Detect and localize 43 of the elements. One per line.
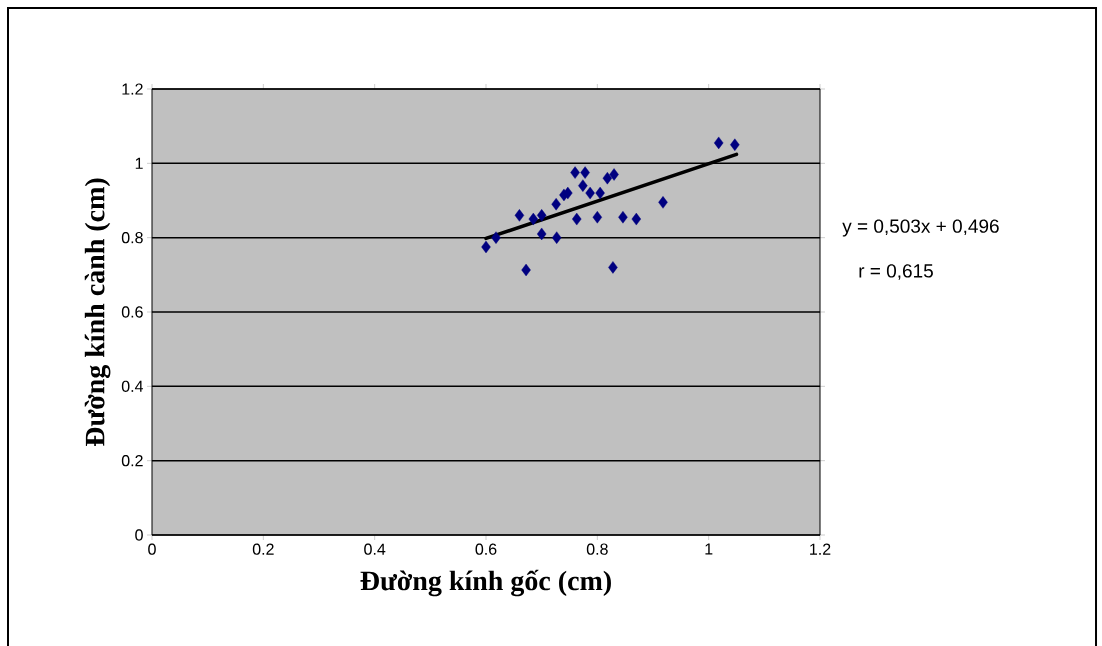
x-tick-label: 0 bbox=[148, 543, 156, 555]
y-tick-label: 1.2 bbox=[122, 83, 143, 95]
point bbox=[631, 212, 642, 226]
y-tick-label: 0.8 bbox=[121, 232, 143, 244]
point bbox=[536, 209, 547, 222]
x-tick-label: 0.6 bbox=[475, 543, 497, 555]
point bbox=[618, 211, 628, 224]
y-tick-label: 0.4 bbox=[121, 380, 144, 392]
y-tick-label: 0 bbox=[135, 529, 143, 541]
point bbox=[536, 227, 547, 241]
point bbox=[563, 186, 573, 200]
point bbox=[491, 231, 501, 244]
x-tick-label: 0.4 bbox=[364, 543, 386, 555]
x-tick-label: 1 bbox=[705, 543, 713, 555]
point bbox=[572, 212, 582, 226]
point bbox=[585, 186, 595, 200]
point bbox=[602, 172, 613, 185]
y-tick-label: 1 bbox=[135, 157, 143, 169]
point bbox=[521, 263, 531, 277]
point bbox=[608, 261, 618, 274]
point bbox=[528, 212, 539, 226]
point bbox=[552, 231, 562, 244]
point bbox=[514, 209, 525, 222]
point bbox=[592, 211, 603, 224]
text: y = 0,503x + 0,496 bbox=[842, 219, 999, 237]
point bbox=[580, 166, 590, 179]
text: r = 0,615 bbox=[859, 264, 933, 280]
point bbox=[578, 179, 588, 192]
x-axis-title: Đường kính gốc (cm) bbox=[360, 569, 611, 597]
point bbox=[595, 186, 605, 200]
point bbox=[714, 136, 724, 150]
point bbox=[481, 240, 491, 254]
point bbox=[730, 138, 740, 151]
y-axis-title: Đường kính cành (cm) bbox=[84, 178, 111, 447]
x-tick-label: 0.2 bbox=[252, 543, 274, 555]
point bbox=[609, 168, 619, 181]
point bbox=[570, 166, 580, 179]
x-tick-label: 0.8 bbox=[586, 543, 608, 555]
point bbox=[658, 196, 668, 209]
y-tick-label: 0.2 bbox=[121, 455, 143, 467]
point bbox=[551, 198, 561, 211]
x-tick-label: 1.2 bbox=[810, 543, 831, 555]
y-tick-label: 0.6 bbox=[121, 306, 143, 318]
